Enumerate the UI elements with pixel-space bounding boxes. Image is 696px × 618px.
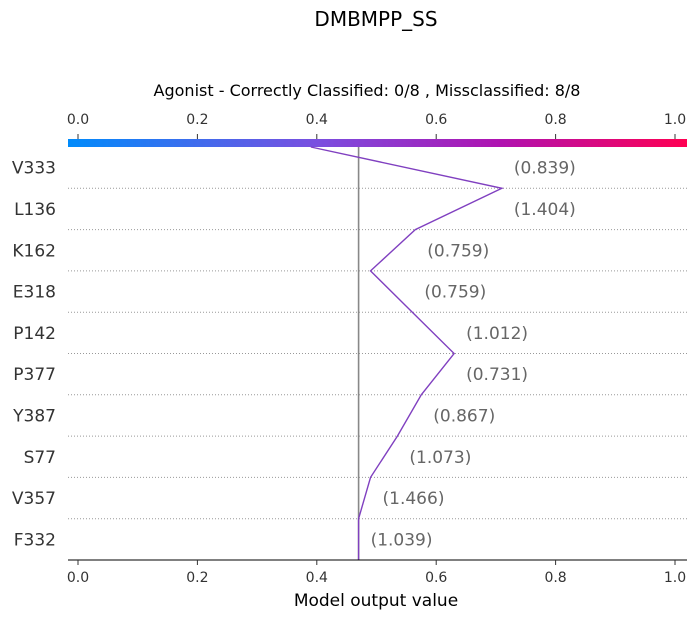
feature-label: P142 xyxy=(13,324,56,344)
top-tick-label: 0.4 xyxy=(306,112,328,128)
bottom-tick-label: 0.4 xyxy=(306,570,328,586)
bottom-tick-label: 0.0 xyxy=(67,570,89,586)
row-gridlines xyxy=(68,187,687,520)
top-tick-label: 0.8 xyxy=(544,112,566,128)
bottom-tick-label: 0.2 xyxy=(186,570,208,586)
feature-value-label: (1.073) xyxy=(409,448,471,468)
feature-value-label: (1.466) xyxy=(383,489,445,509)
value-labels: (0.839) (1.404) (0.759) (0.759) (1.012) (0.73… xyxy=(371,159,576,551)
feature-value-label: (1.012) xyxy=(466,324,528,344)
top-tick-label: 0.6 xyxy=(425,112,447,128)
feature-labels: V333 L136 K162 E318 P142 P377 Y387 S77 V357 F332 xyxy=(12,159,56,551)
feature-label: V357 xyxy=(12,489,56,509)
bottom-axis: 0.0 0.2 0.4 0.6 0.8 1.0 xyxy=(67,560,686,586)
top-tick-label: 0.0 xyxy=(67,112,89,128)
feature-label: L136 xyxy=(14,200,56,220)
feature-label: S77 xyxy=(24,448,56,468)
colorbar xyxy=(68,139,687,147)
bottom-tick-label: 0.6 xyxy=(425,570,447,586)
bottom-tick-label: 1.0 xyxy=(664,570,686,586)
feature-value-label: (1.404) xyxy=(514,200,576,220)
feature-value-label: (0.759) xyxy=(427,241,489,261)
feature-value-label: (0.731) xyxy=(466,365,528,385)
chart-title: DMBMPP_SS xyxy=(314,7,437,31)
feature-value-label: (1.039) xyxy=(371,530,433,550)
top-tick-label: 1.0 xyxy=(664,112,686,128)
decision-path-line xyxy=(310,146,505,560)
feature-label: P377 xyxy=(13,365,56,385)
feature-value-label: (0.759) xyxy=(424,283,486,303)
x-axis-label: Model output value xyxy=(294,591,458,611)
feature-label: V333 xyxy=(12,159,56,179)
feature-label: E318 xyxy=(13,283,56,303)
top-axis: 0.0 0.2 0.4 0.6 0.8 1.0 xyxy=(67,112,686,139)
feature-label: K162 xyxy=(12,241,56,261)
top-tick-label: 0.2 xyxy=(186,112,208,128)
feature-label: F332 xyxy=(14,530,56,550)
bottom-tick-label: 0.8 xyxy=(544,570,566,586)
feature-label: Y387 xyxy=(12,406,56,426)
feature-value-label: (0.867) xyxy=(433,406,495,426)
feature-value-label: (0.839) xyxy=(514,159,576,179)
chart-subtitle: Agonist - Correctly Classified: 0/8 , Mi… xyxy=(154,81,581,100)
